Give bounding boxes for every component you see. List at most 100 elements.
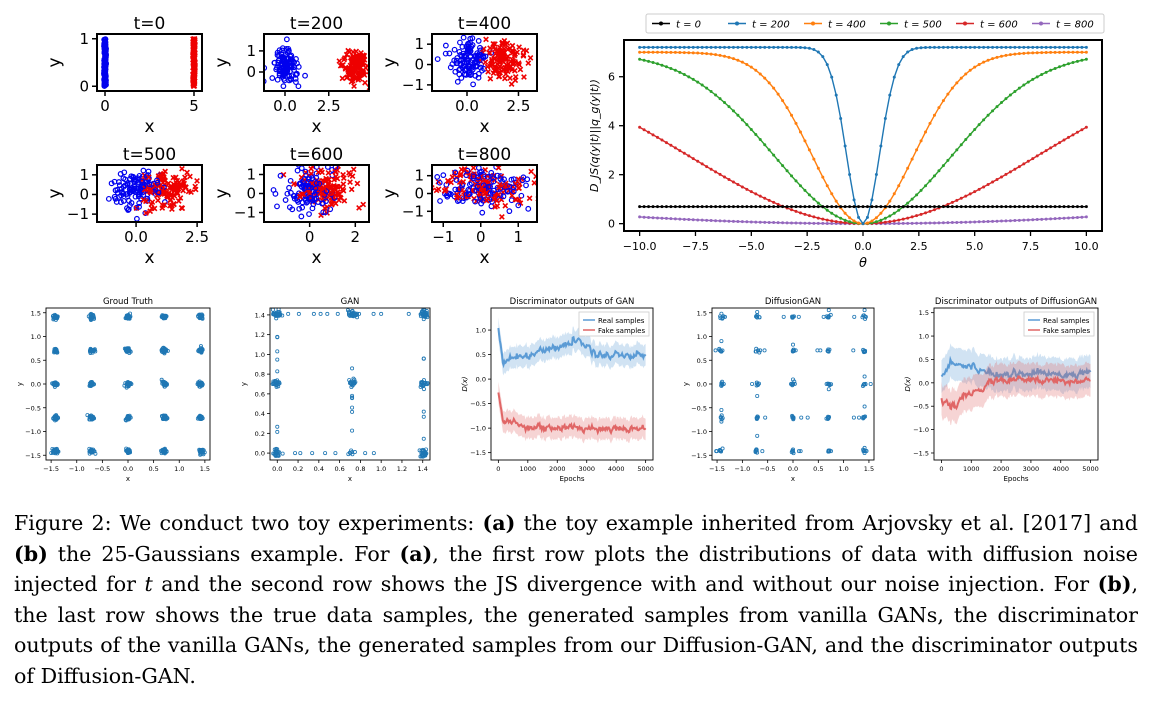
series-marker bbox=[857, 221, 861, 225]
series-marker bbox=[1058, 205, 1062, 209]
series-marker bbox=[647, 45, 651, 49]
legend-entry: t = 0 bbox=[676, 20, 701, 31]
series-marker bbox=[1049, 146, 1053, 150]
blue-point bbox=[287, 64, 294, 70]
caption-t-variable: t bbox=[144, 572, 153, 597]
series-marker bbox=[794, 45, 798, 49]
series-marker bbox=[830, 75, 834, 79]
red-point bbox=[167, 202, 173, 209]
js-divergence-chart: −10.0 −7.5 −5.0 −2.5 0.0 2.5 5.0 7.5 10.0 0 2 4 6 θ D_… bbox=[588, 13, 1105, 271]
series-marker bbox=[946, 45, 950, 49]
series-marker bbox=[705, 45, 709, 49]
series-marker bbox=[709, 205, 713, 209]
series-marker bbox=[1017, 165, 1021, 169]
sample-point bbox=[53, 447, 58, 452]
red-point bbox=[190, 43, 197, 50]
series-marker bbox=[999, 101, 1003, 105]
series-marker bbox=[928, 179, 932, 183]
red-point bbox=[476, 190, 483, 197]
sample-point bbox=[714, 449, 719, 454]
series-marker bbox=[745, 187, 749, 191]
series-marker bbox=[651, 60, 655, 64]
series-marker bbox=[705, 52, 709, 56]
blue-point bbox=[302, 168, 309, 175]
blue-point bbox=[449, 61, 456, 68]
blue-point bbox=[102, 60, 109, 67]
series-marker bbox=[669, 217, 673, 221]
sample-point bbox=[763, 415, 768, 420]
x-tick-label: 0 bbox=[939, 465, 943, 473]
sample-point bbox=[270, 308, 275, 312]
sample-point bbox=[350, 366, 355, 371]
series-marker bbox=[964, 220, 968, 224]
sample-point bbox=[862, 308, 867, 313]
series-marker bbox=[745, 45, 749, 49]
series-marker bbox=[879, 144, 883, 148]
series-marker bbox=[964, 194, 968, 198]
series-marker bbox=[638, 50, 642, 54]
red-point bbox=[520, 47, 527, 53]
series-marker bbox=[1066, 62, 1070, 66]
red-point bbox=[526, 195, 533, 202]
series-marker bbox=[977, 45, 981, 49]
red-point bbox=[483, 190, 490, 197]
red-point bbox=[490, 70, 497, 77]
y-tick-label: 0.0 bbox=[31, 381, 41, 389]
series-marker bbox=[1013, 45, 1017, 49]
y-tick-label: 0.5 bbox=[697, 357, 707, 365]
series-marker bbox=[897, 221, 901, 225]
x-tick-label: 2.5 bbox=[910, 240, 928, 253]
series-marker bbox=[740, 60, 744, 64]
series-marker bbox=[991, 219, 995, 223]
series-marker bbox=[825, 221, 829, 225]
x-axis-label: x bbox=[311, 117, 321, 137]
sample-point bbox=[293, 451, 298, 456]
blue-point bbox=[491, 187, 497, 194]
series-marker bbox=[821, 221, 825, 225]
sample-point bbox=[756, 381, 761, 386]
series-marker bbox=[1004, 53, 1008, 57]
panel-title: t=500 bbox=[123, 145, 176, 165]
sample-point bbox=[91, 315, 96, 320]
sample-point bbox=[124, 384, 129, 389]
sample-point bbox=[352, 377, 357, 382]
blue-point bbox=[301, 176, 308, 182]
blue-point bbox=[480, 54, 487, 61]
sample-point bbox=[126, 312, 131, 317]
blue-point bbox=[468, 43, 475, 50]
series-marker bbox=[731, 57, 735, 61]
y-tick-label: 0.0 bbox=[919, 379, 929, 387]
sample-point bbox=[275, 369, 280, 374]
series-marker bbox=[669, 205, 673, 209]
blue-point bbox=[446, 50, 453, 57]
series-marker bbox=[709, 52, 713, 56]
x-tick-label: 0.5 bbox=[148, 465, 158, 473]
sample-point bbox=[126, 448, 131, 453]
red-point bbox=[333, 183, 340, 190]
y-tick-label: 1.0 bbox=[31, 333, 41, 341]
series-marker bbox=[772, 200, 776, 204]
series-marker bbox=[959, 196, 963, 200]
legend-entry: t = 200 bbox=[752, 20, 790, 31]
blue-point bbox=[145, 168, 152, 175]
series-marker bbox=[946, 205, 950, 209]
series-marker bbox=[785, 106, 789, 110]
blue-point bbox=[298, 165, 305, 172]
series-marker bbox=[982, 205, 986, 209]
y-tick-label: 0.0 bbox=[476, 376, 486, 384]
series-marker bbox=[807, 148, 811, 152]
series-marker bbox=[1071, 133, 1075, 137]
series-marker bbox=[794, 121, 798, 125]
sample-point bbox=[357, 311, 362, 316]
series-marker bbox=[745, 220, 749, 224]
red-point bbox=[174, 177, 181, 184]
series-marker bbox=[718, 53, 722, 57]
blue-point bbox=[284, 190, 291, 197]
series-marker bbox=[924, 130, 928, 134]
sample-point bbox=[862, 349, 867, 354]
series-marker bbox=[834, 93, 838, 97]
series-marker bbox=[682, 217, 686, 221]
sample-point bbox=[350, 409, 355, 414]
series-marker bbox=[682, 151, 686, 155]
x-tick-label: 1.4 bbox=[418, 465, 428, 473]
